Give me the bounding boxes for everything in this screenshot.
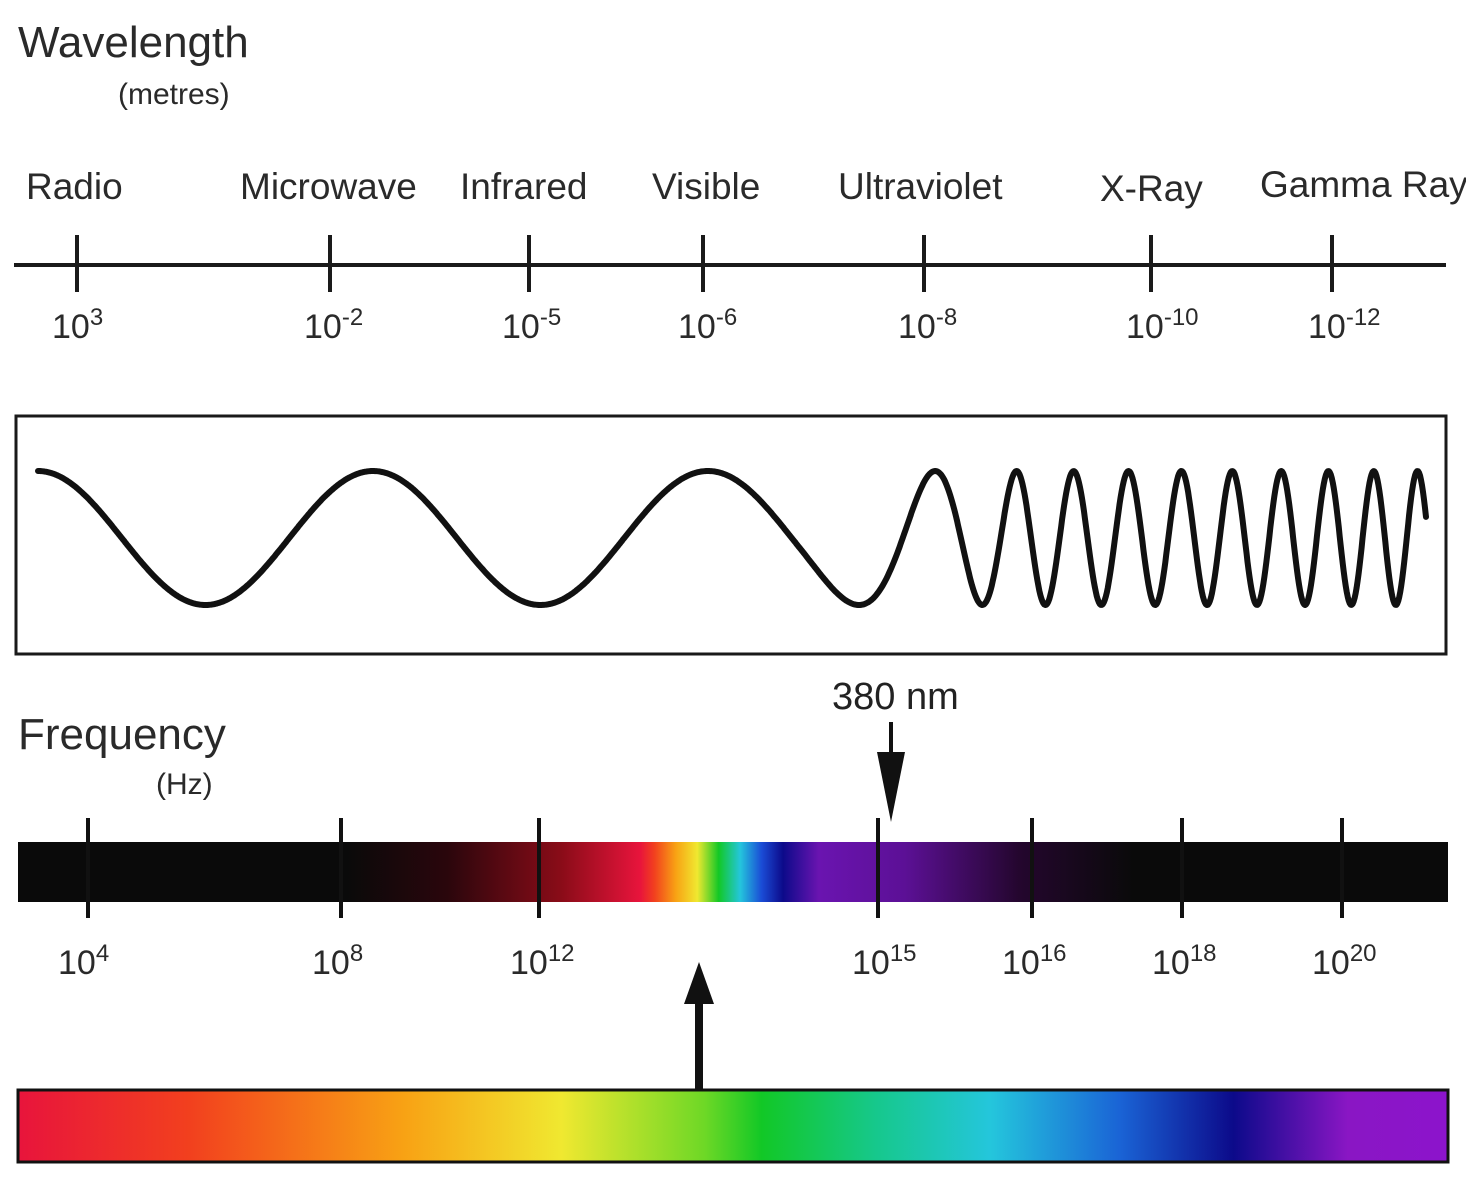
frequency-tick-label: 1020 <box>1312 940 1377 983</box>
wavelength-tick-label: 10-12 <box>1308 304 1381 347</box>
frequency-spectrum-bar <box>18 842 1448 902</box>
wavelength-tick-label: 10-10 <box>1126 304 1199 347</box>
wavelength-tick-label: 103 <box>52 304 104 347</box>
frequency-tick-label: 1016 <box>1002 940 1067 983</box>
visible-expansion-arrow <box>684 962 714 1090</box>
wavelength-title: Wavelength <box>18 18 249 67</box>
wave-box <box>14 414 1448 656</box>
wavelength-tick-label: 10-5 <box>502 304 562 347</box>
frequency-tick-label: 1012 <box>510 940 575 983</box>
band-label-ultraviolet: Ultraviolet <box>838 166 1003 207</box>
marker-380nm-arrow <box>877 722 905 822</box>
wavelength-axis <box>14 235 1446 292</box>
band-label-infrared: Infrared <box>460 166 588 207</box>
frequency-tick-label: 104 <box>58 940 110 983</box>
wavelength-unit: (metres) <box>118 78 230 111</box>
frequency-unit: (Hz) <box>156 768 213 801</box>
band-label-gamma-ray: Gamma Ray <box>1260 164 1466 205</box>
frequency-tick-label: 108 <box>312 940 364 983</box>
band-label-radio: Radio <box>26 166 123 207</box>
frequency-tick-label: 1015 <box>852 940 917 983</box>
visible-spectrum-bar <box>16 1088 1450 1164</box>
frequency-axis-ticks <box>86 818 1344 918</box>
wavelength-tick-label: 10-6 <box>678 304 738 347</box>
wavelength-tick-label: 10-8 <box>898 304 958 347</box>
marker-380nm-label: 380 nm <box>832 676 959 718</box>
electromagnetic-wave <box>35 468 1429 608</box>
frequency-tick-label: 1018 <box>1152 940 1217 983</box>
band-label-microwave: Microwave <box>240 166 417 207</box>
band-label-xray: X-Ray <box>1100 168 1203 209</box>
frequency-title: Frequency <box>18 710 226 759</box>
band-label-visible: Visible <box>652 166 761 207</box>
wavelength-tick-label: 10-2 <box>304 304 364 347</box>
